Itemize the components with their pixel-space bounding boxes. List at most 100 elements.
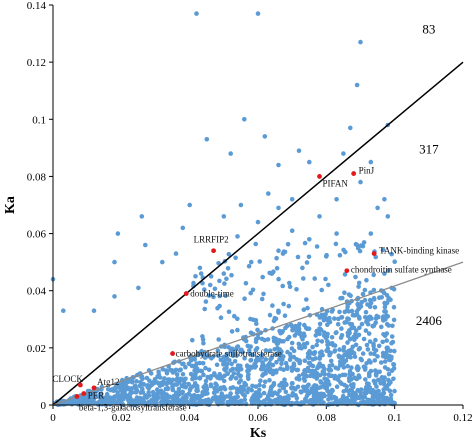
scatter-point xyxy=(258,378,263,384)
scatter-point xyxy=(376,343,382,349)
scatter-point xyxy=(389,368,395,374)
scatter-point xyxy=(160,259,165,265)
scatter-point xyxy=(221,271,227,276)
y-tick-label: 0.14 xyxy=(27,0,47,12)
scatter-point xyxy=(289,368,295,373)
scatter-point xyxy=(262,379,268,385)
scatter-point xyxy=(375,205,380,211)
scatter-point xyxy=(252,392,258,398)
scatter-point xyxy=(270,371,276,377)
scatter-point xyxy=(307,237,312,242)
scatter-point xyxy=(242,397,248,403)
scatter-point xyxy=(259,401,264,406)
scatter-point xyxy=(160,367,166,372)
scatter-point xyxy=(266,191,271,196)
scatter-point xyxy=(381,387,387,392)
scatter-point xyxy=(164,395,170,401)
scatter-point xyxy=(349,388,355,394)
scatter-point xyxy=(305,305,310,311)
scatter-point xyxy=(296,373,302,379)
scatter-point xyxy=(358,389,363,395)
scatter-point xyxy=(342,320,348,325)
scatter-point xyxy=(268,387,274,392)
scatter-point xyxy=(325,322,330,328)
scatter-point xyxy=(314,342,320,348)
scatter-point xyxy=(138,380,143,385)
scatter-point xyxy=(332,400,338,406)
scatter-point xyxy=(118,387,124,393)
scatter-point xyxy=(118,395,124,401)
scatter-point xyxy=(345,333,351,339)
scatter-point xyxy=(352,354,358,360)
scatter-point xyxy=(215,348,221,353)
scatter-point xyxy=(349,322,355,327)
scatter-point xyxy=(307,368,313,374)
scatter-point xyxy=(338,362,343,367)
scatter-point xyxy=(297,343,303,348)
scatter-point xyxy=(188,371,194,377)
scatter-point xyxy=(193,274,198,279)
scatter-point xyxy=(366,331,372,336)
scatter-point xyxy=(270,303,275,308)
scatter-point xyxy=(339,333,345,338)
scatter-point xyxy=(250,287,256,293)
scatter-point xyxy=(180,372,186,377)
scatter-point xyxy=(388,396,394,401)
scatter-point xyxy=(274,359,279,365)
scatter-point xyxy=(133,385,138,391)
scatter-point xyxy=(324,254,329,259)
annotated-gene-point xyxy=(81,391,87,396)
scatter-point xyxy=(82,396,87,402)
scatter-point xyxy=(247,348,252,353)
y-tick-label: 0.04 xyxy=(27,286,47,298)
scatter-point xyxy=(332,343,338,348)
scatter-point xyxy=(291,348,297,354)
scatter-point xyxy=(351,382,356,387)
scatter-point xyxy=(269,271,275,276)
scatter-point xyxy=(111,399,117,405)
scatter-point xyxy=(276,162,281,168)
scatter-point xyxy=(375,354,380,359)
scatter-point xyxy=(362,297,368,303)
scatter-point xyxy=(201,353,206,359)
scatter-point xyxy=(127,395,133,401)
ka-equals-ks-line xyxy=(52,61,464,406)
scatter-point xyxy=(214,389,220,394)
scatter-point xyxy=(238,373,243,379)
scatter-point xyxy=(285,366,290,372)
scatter-point xyxy=(277,401,282,406)
scatter-point xyxy=(290,328,295,333)
scatter-point xyxy=(304,260,310,265)
scatter-point xyxy=(224,276,229,282)
scatter-point xyxy=(334,197,339,202)
scatter-point xyxy=(381,332,386,337)
scatter-point xyxy=(302,358,308,364)
scatter-point xyxy=(217,303,222,309)
scatter-point xyxy=(325,339,330,344)
scatter-point xyxy=(325,346,331,351)
annotated-gene-point xyxy=(211,248,216,254)
scatter-point xyxy=(271,318,277,324)
scatter-point xyxy=(261,372,266,377)
scatter-point xyxy=(359,321,365,327)
scatter-point xyxy=(181,384,186,389)
scatter-point xyxy=(392,388,397,394)
scatter-point xyxy=(333,241,339,247)
scatter-point xyxy=(387,388,393,394)
scatter-point xyxy=(250,383,255,389)
scatter-point xyxy=(112,294,117,299)
annotated-genes: PinJ PIFAN LRRFIP2 TANK-binding kinase chond… xyxy=(52,166,459,413)
scatter-point xyxy=(203,386,208,392)
scatter-point xyxy=(225,266,231,271)
scatter-point xyxy=(367,387,373,393)
scatter-point xyxy=(364,390,369,396)
scatter-point xyxy=(379,295,385,300)
scatter-point xyxy=(344,384,350,389)
scatter-point xyxy=(354,82,360,88)
scatter-point xyxy=(260,360,265,365)
scatter-point xyxy=(372,351,377,357)
scatter-point xyxy=(238,398,244,404)
scatter-point xyxy=(203,299,209,304)
scatter-point xyxy=(274,265,280,271)
region-count-label: 83 xyxy=(422,22,435,37)
